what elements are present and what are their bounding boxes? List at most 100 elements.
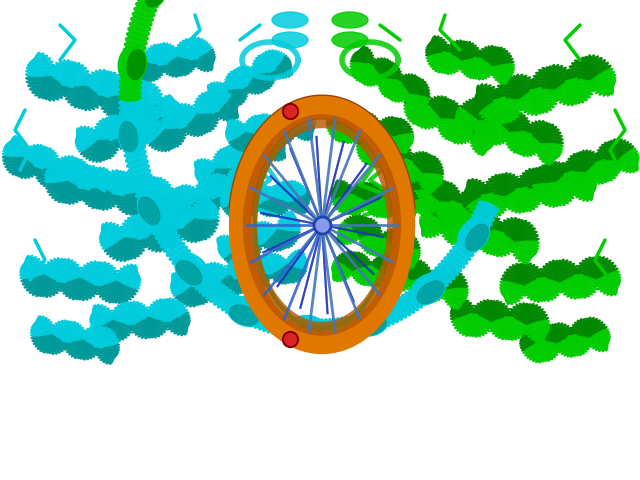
Ellipse shape: [150, 180, 165, 187]
Ellipse shape: [95, 333, 115, 339]
Ellipse shape: [406, 159, 423, 178]
Ellipse shape: [251, 135, 261, 141]
Ellipse shape: [548, 65, 554, 77]
Ellipse shape: [4, 144, 27, 147]
Ellipse shape: [410, 171, 421, 178]
Ellipse shape: [457, 236, 463, 247]
Ellipse shape: [354, 112, 367, 124]
Ellipse shape: [584, 319, 588, 326]
Ellipse shape: [119, 122, 138, 152]
Ellipse shape: [367, 270, 383, 283]
Ellipse shape: [449, 206, 468, 223]
Ellipse shape: [419, 152, 429, 167]
Ellipse shape: [224, 84, 248, 89]
Ellipse shape: [352, 307, 389, 336]
Ellipse shape: [269, 201, 289, 209]
Ellipse shape: [469, 191, 479, 204]
Ellipse shape: [370, 264, 389, 276]
Ellipse shape: [408, 282, 433, 287]
Ellipse shape: [83, 177, 104, 194]
Ellipse shape: [90, 327, 104, 339]
Ellipse shape: [396, 244, 419, 249]
Ellipse shape: [413, 289, 431, 296]
Ellipse shape: [445, 202, 456, 209]
Ellipse shape: [223, 103, 237, 120]
Ellipse shape: [263, 53, 267, 60]
Ellipse shape: [492, 70, 514, 75]
Ellipse shape: [126, 310, 150, 322]
Ellipse shape: [331, 185, 349, 193]
Ellipse shape: [427, 205, 451, 222]
Ellipse shape: [258, 114, 268, 125]
Ellipse shape: [282, 241, 286, 249]
Ellipse shape: [161, 127, 187, 132]
Ellipse shape: [270, 235, 282, 251]
Ellipse shape: [93, 270, 118, 279]
Ellipse shape: [390, 123, 409, 130]
Ellipse shape: [531, 170, 552, 184]
Ellipse shape: [526, 126, 547, 144]
Ellipse shape: [479, 50, 499, 63]
Ellipse shape: [136, 217, 157, 234]
Ellipse shape: [240, 211, 243, 219]
Ellipse shape: [452, 123, 469, 142]
Ellipse shape: [94, 191, 118, 204]
Ellipse shape: [376, 247, 380, 258]
Ellipse shape: [580, 319, 589, 327]
Ellipse shape: [409, 204, 425, 209]
Ellipse shape: [225, 77, 245, 81]
Ellipse shape: [396, 200, 419, 208]
Ellipse shape: [243, 140, 260, 147]
Ellipse shape: [500, 281, 527, 290]
Ellipse shape: [451, 311, 477, 320]
Ellipse shape: [343, 133, 349, 144]
Ellipse shape: [367, 278, 371, 286]
Ellipse shape: [196, 98, 216, 102]
Ellipse shape: [212, 276, 233, 292]
Ellipse shape: [164, 60, 184, 72]
Ellipse shape: [536, 284, 561, 293]
Ellipse shape: [506, 77, 518, 85]
Ellipse shape: [243, 129, 266, 134]
Ellipse shape: [418, 205, 421, 214]
Ellipse shape: [127, 252, 132, 259]
Ellipse shape: [98, 181, 124, 196]
Ellipse shape: [406, 103, 427, 107]
Ellipse shape: [504, 129, 532, 133]
Ellipse shape: [404, 260, 417, 267]
Ellipse shape: [438, 129, 461, 132]
Ellipse shape: [127, 138, 148, 143]
Ellipse shape: [389, 186, 403, 197]
Ellipse shape: [216, 187, 237, 204]
Ellipse shape: [455, 320, 478, 328]
Ellipse shape: [470, 111, 481, 127]
Ellipse shape: [119, 94, 141, 101]
Ellipse shape: [489, 179, 509, 186]
Ellipse shape: [225, 182, 253, 186]
Ellipse shape: [101, 222, 108, 234]
Ellipse shape: [61, 184, 84, 198]
Ellipse shape: [259, 225, 275, 242]
Ellipse shape: [45, 169, 71, 176]
Ellipse shape: [372, 249, 378, 255]
Ellipse shape: [539, 291, 553, 300]
Ellipse shape: [423, 285, 440, 300]
Ellipse shape: [266, 256, 281, 268]
Ellipse shape: [417, 200, 431, 215]
Ellipse shape: [349, 192, 371, 203]
Ellipse shape: [70, 62, 76, 70]
Ellipse shape: [78, 348, 88, 360]
Ellipse shape: [137, 213, 143, 225]
Ellipse shape: [38, 279, 61, 291]
Ellipse shape: [237, 210, 244, 219]
Ellipse shape: [492, 46, 497, 56]
Ellipse shape: [99, 80, 125, 85]
Ellipse shape: [359, 236, 383, 240]
Ellipse shape: [359, 215, 365, 228]
Ellipse shape: [395, 190, 413, 198]
Ellipse shape: [241, 140, 251, 152]
Ellipse shape: [402, 259, 419, 264]
Ellipse shape: [465, 214, 493, 218]
Ellipse shape: [148, 307, 172, 315]
Ellipse shape: [83, 80, 109, 97]
